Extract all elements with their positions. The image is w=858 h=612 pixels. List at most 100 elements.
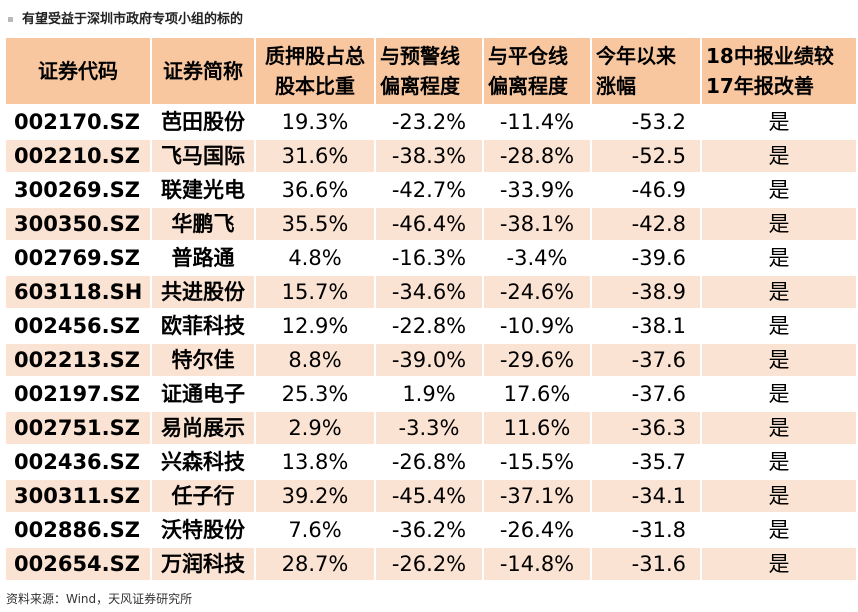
earnings-improved-cell: 是 xyxy=(700,206,858,242)
table-row: 300311.SZ 任子行 39.2% -45.4% -37.1% -34.1 是 xyxy=(4,478,858,514)
ytd-change-cell: -39.6 xyxy=(590,240,702,276)
security-code-cell: 002170.SZ xyxy=(4,104,152,140)
liquidation-line-deviation-cell: -11.4% xyxy=(482,104,592,140)
security-name-cell: 任子行 xyxy=(150,478,256,514)
column-header-line: 证券代码 xyxy=(38,59,118,83)
table-row: 002886.SZ 沃特股份 7.6% -36.2% -26.4% -31.8 是 xyxy=(4,512,858,548)
liquidation-line-deviation-cell: 11.6% xyxy=(482,410,592,446)
table-row: 002456.SZ 欧菲科技 12.9% -22.8% -10.9% -38.1 是 xyxy=(4,308,858,344)
column-header-line: 与预警线 xyxy=(380,44,460,68)
pledge-ratio-cell: 8.8% xyxy=(254,342,376,378)
security-name-cell: 共进股份 xyxy=(150,274,256,310)
liquidation-line-deviation-cell: -28.8% xyxy=(482,138,592,174)
ytd-change-cell: -31.6 xyxy=(590,546,702,582)
pledge-ratio-cell: 13.8% xyxy=(254,444,376,480)
table-body: 002170.SZ 芭田股份 19.3% -23.2% -11.4% -53.2 是 0022… xyxy=(4,104,858,582)
ytd-change-cell: -35.7 xyxy=(590,444,702,480)
column-header: 证券简称 xyxy=(150,36,256,106)
pledge-ratio-cell: 19.3% xyxy=(254,104,376,140)
warning-line-deviation-cell: -45.4% xyxy=(374,478,484,514)
pledge-ratio-cell: 2.9% xyxy=(254,410,376,446)
ytd-change-cell: -31.8 xyxy=(590,512,702,548)
liquidation-line-deviation-cell: -29.6% xyxy=(482,342,592,378)
column-header: 18中报业绩较 17年报改善 xyxy=(700,36,858,106)
security-name-cell: 芭田股份 xyxy=(150,104,256,140)
security-code-cell: 002436.SZ xyxy=(4,444,152,480)
earnings-improved-cell: 是 xyxy=(700,104,858,140)
column-header-line: 偏离程度 xyxy=(488,74,568,98)
column-header: 与平仓线 偏离程度 xyxy=(482,36,592,106)
table-row: 300350.SZ 华鹏飞 35.5% -46.4% -38.1% -42.8 是 xyxy=(4,206,858,242)
liquidation-line-deviation-cell: -10.9% xyxy=(482,308,592,344)
warning-line-deviation-cell: -26.2% xyxy=(374,546,484,582)
ytd-change-cell: -37.6 xyxy=(590,376,702,412)
security-code-cell: 002456.SZ xyxy=(4,308,152,344)
pledge-ratio-cell: 12.9% xyxy=(254,308,376,344)
security-name-cell: 飞马国际 xyxy=(150,138,256,174)
ytd-change-cell: -42.8 xyxy=(590,206,702,242)
earnings-improved-cell: 是 xyxy=(700,444,858,480)
ytd-change-cell: -36.3 xyxy=(590,410,702,446)
ytd-change-cell: -52.5 xyxy=(590,138,702,174)
pledge-ratio-cell: 36.6% xyxy=(254,172,376,208)
earnings-improved-cell: 是 xyxy=(700,376,858,412)
table-row: 603118.SH 共进股份 15.7% -34.6% -24.6% -38.9 是 xyxy=(4,274,858,310)
pledge-ratio-cell: 4.8% xyxy=(254,240,376,276)
warning-line-deviation-cell: -46.4% xyxy=(374,206,484,242)
table-title: 有望受益于深圳市政府专项小组的标的 xyxy=(8,6,243,34)
earnings-improved-cell: 是 xyxy=(700,308,858,344)
column-header: 质押股占总 股本比重 xyxy=(254,36,376,106)
earnings-improved-cell: 是 xyxy=(700,138,858,174)
security-code-cell: 603118.SH xyxy=(4,274,152,310)
table-header: 证券代码 证券简称 质押股占总 股本比重 与预警线 偏离程度 与平仓线 偏离程度 今年以来 涨幅 1… xyxy=(4,36,858,106)
ytd-change-cell: -38.9 xyxy=(590,274,702,310)
security-code-cell: 002197.SZ xyxy=(4,376,152,412)
security-name-cell: 特尔佳 xyxy=(150,342,256,378)
table-row: 002197.SZ 证通电子 25.3% 1.9% 17.6% -37.6 是 xyxy=(4,376,858,412)
table-row: 300269.SZ 联建光电 36.6% -42.7% -33.9% -46.9 是 xyxy=(4,172,858,208)
warning-line-deviation-cell: -39.0% xyxy=(374,342,484,378)
earnings-improved-cell: 是 xyxy=(700,478,858,514)
warning-line-deviation-cell: -23.2% xyxy=(374,104,484,140)
ytd-change-cell: -34.1 xyxy=(590,478,702,514)
security-name-cell: 证通电子 xyxy=(150,376,256,412)
earnings-improved-cell: 是 xyxy=(700,342,858,378)
table-row: 002436.SZ 兴森科技 13.8% -26.8% -15.5% -35.7 是 xyxy=(4,444,858,480)
column-header-line: 涨幅 xyxy=(596,74,636,98)
column-header-line: 质押股占总 xyxy=(265,44,365,68)
pledge-ratio-cell: 7.6% xyxy=(254,512,376,548)
warning-line-deviation-cell: -38.3% xyxy=(374,138,484,174)
table-row: 002210.SZ 飞马国际 31.6% -38.3% -28.8% -52.5 是 xyxy=(4,138,858,174)
warning-line-deviation-cell: -3.3% xyxy=(374,410,484,446)
table-title-text: 有望受益于深圳市政府专项小组的标的 xyxy=(22,12,244,27)
column-header-line: 18中报业绩较 xyxy=(706,44,834,68)
ytd-change-cell: -53.2 xyxy=(590,104,702,140)
security-name-cell: 欧菲科技 xyxy=(150,308,256,344)
warning-line-deviation-cell: -22.8% xyxy=(374,308,484,344)
security-name-cell: 万润科技 xyxy=(150,546,256,582)
earnings-improved-cell: 是 xyxy=(700,172,858,208)
security-code-cell: 300350.SZ xyxy=(4,206,152,242)
table-row: 002654.SZ 万润科技 28.7% -26.2% -14.8% -31.6 是 xyxy=(4,546,858,582)
column-header-line: 股本比重 xyxy=(275,74,355,98)
table-row: 002170.SZ 芭田股份 19.3% -23.2% -11.4% -53.2 是 xyxy=(4,104,858,140)
warning-line-deviation-cell: -26.8% xyxy=(374,444,484,480)
pledge-ratio-cell: 39.2% xyxy=(254,478,376,514)
security-code-cell: 300269.SZ xyxy=(4,172,152,208)
liquidation-line-deviation-cell: -24.6% xyxy=(482,274,592,310)
security-name-cell: 华鹏飞 xyxy=(150,206,256,242)
pledge-ratio-cell: 28.7% xyxy=(254,546,376,582)
column-header-line: 证券简称 xyxy=(163,59,243,83)
security-code-cell: 002213.SZ xyxy=(4,342,152,378)
security-name-cell: 沃特股份 xyxy=(150,512,256,548)
liquidation-line-deviation-cell: -15.5% xyxy=(482,444,592,480)
column-header-line: 今年以来 xyxy=(596,44,676,68)
table-row: 002769.SZ 普路通 4.8% -16.3% -3.4% -39.6 是 xyxy=(4,240,858,276)
security-code-cell: 002886.SZ xyxy=(4,512,152,548)
ytd-change-cell: -46.9 xyxy=(590,172,702,208)
liquidation-line-deviation-cell: -26.4% xyxy=(482,512,592,548)
source-note: 资料来源：Wind，天风证券研究所 xyxy=(6,592,193,606)
security-name-cell: 普路通 xyxy=(150,240,256,276)
warning-line-deviation-cell: -36.2% xyxy=(374,512,484,548)
column-header: 今年以来 涨幅 xyxy=(590,36,702,106)
